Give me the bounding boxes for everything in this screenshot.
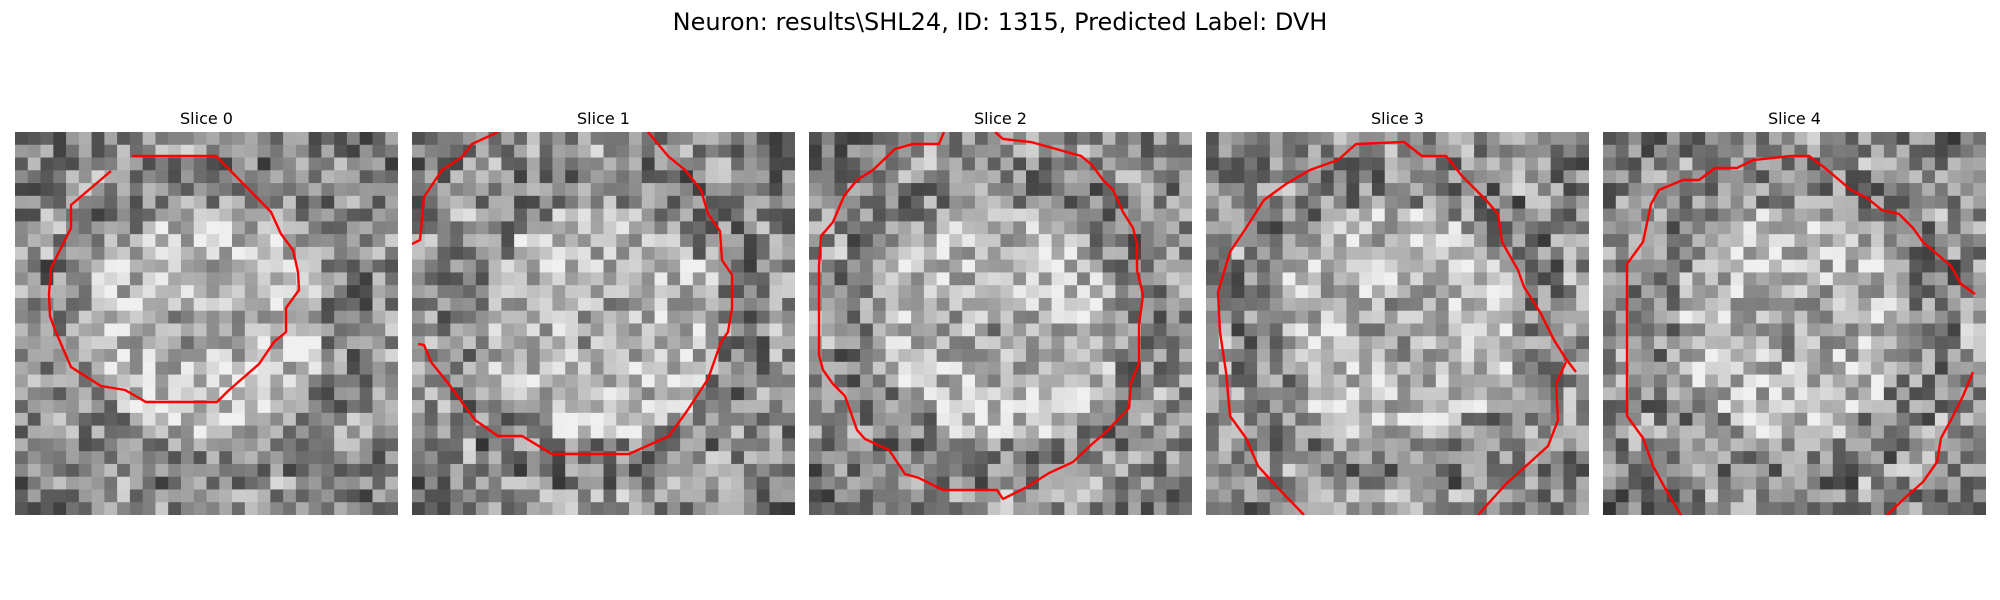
neuron-contour <box>412 132 499 246</box>
neuron-contour <box>817 132 1145 501</box>
slice-panel-1: Slice 1 <box>412 110 795 515</box>
neuron-contour <box>417 132 734 456</box>
slice-title: Slice 0 <box>180 109 233 128</box>
slice-panel-3: Slice 3 <box>1206 110 1589 515</box>
slice-panel-2: Slice 2 <box>809 110 1192 515</box>
slice-image <box>1206 132 1589 515</box>
neuron-contour <box>47 154 301 404</box>
slice-panel-0: Slice 0 <box>15 110 398 515</box>
slice-image <box>1603 132 1986 515</box>
neuron-contour <box>1216 140 1577 515</box>
neuron-contour <box>1886 371 1975 515</box>
slice-title: Slice 4 <box>1768 109 1821 128</box>
figure-title: Neuron: results\SHL24, ID: 1315, Predict… <box>672 8 1328 36</box>
slice-image <box>809 132 1192 515</box>
neuron-contour <box>1477 361 1568 515</box>
slice-image <box>412 132 795 515</box>
neuron-contour <box>1625 154 1976 515</box>
slice-panel-4: Slice 4 <box>1603 110 1986 515</box>
slice-image <box>15 132 398 515</box>
slice-title: Slice 1 <box>577 109 630 128</box>
slice-title: Slice 2 <box>974 109 1027 128</box>
slice-title: Slice 3 <box>1371 109 1424 128</box>
